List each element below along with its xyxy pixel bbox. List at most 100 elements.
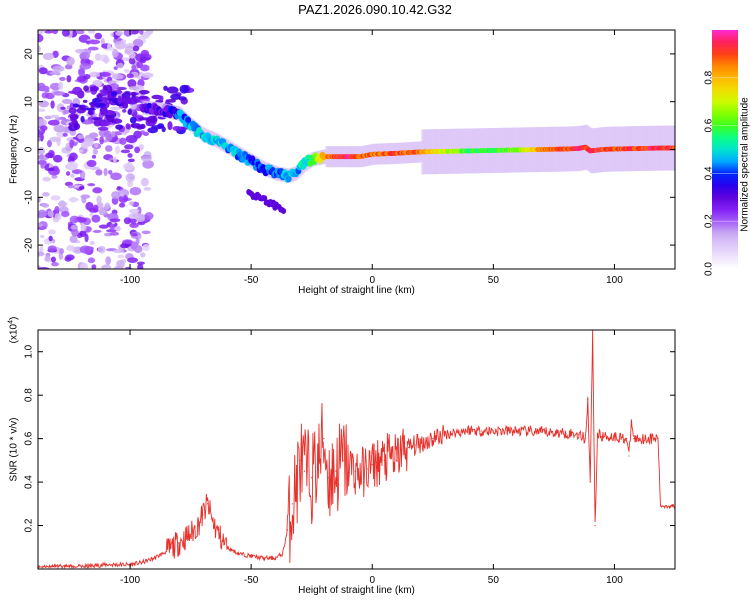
- noise-speckle: [53, 91, 66, 96]
- noise-speckle: [80, 115, 85, 123]
- snr-data-point: [400, 448, 402, 451]
- noise-speckle: [58, 116, 67, 120]
- noise-speckle: [39, 246, 44, 253]
- snr-data-point: [298, 459, 301, 461]
- x-tick-label: 100: [606, 575, 623, 586]
- noise-speckle: [42, 176, 51, 182]
- noise-speckle: [38, 108, 46, 112]
- noise-speckle: [110, 172, 122, 181]
- snr-data-point: [577, 433, 579, 435]
- noise-speckle: [97, 126, 109, 131]
- x-axis-label: Height of straight line (km): [298, 285, 415, 296]
- snr-data-point: [601, 435, 603, 438]
- noise-speckle: [71, 169, 83, 174]
- noise-speckle: [44, 30, 53, 34]
- colorbar-tick-label: 0.6: [704, 118, 715, 132]
- noise-speckle: [91, 214, 101, 223]
- noise-speckle: [143, 187, 152, 191]
- noise-speckle: [115, 30, 124, 36]
- snr-data-point: [342, 459, 344, 461]
- noise-speckle: [122, 239, 133, 245]
- x-tick-label: 50: [488, 275, 500, 286]
- noise-speckle: [106, 229, 117, 233]
- y-scale-base: (x10: [9, 323, 20, 343]
- noise-speckle: [50, 195, 61, 201]
- noise-speckle: [72, 86, 83, 96]
- noise-speckle: [110, 131, 116, 138]
- snr-data-point: [371, 464, 373, 466]
- noise-speckle: [52, 50, 59, 58]
- snr-data-point: [282, 553, 284, 555]
- noise-speckle: [73, 122, 81, 130]
- noise-speckle: [38, 251, 45, 257]
- noise-speckle: [87, 30, 96, 34]
- snr-data-point: [105, 564, 107, 566]
- y-tick-label: 0: [24, 146, 35, 152]
- noise-speckle: [128, 57, 136, 65]
- noise-speckle: [68, 197, 79, 202]
- noise-speckle: [78, 186, 85, 190]
- snr-data-point: [141, 561, 143, 564]
- noise-speckle: [107, 43, 112, 50]
- noise-speckle: [127, 257, 139, 263]
- noise-speckle: [140, 177, 149, 187]
- noise-speckle: [129, 186, 142, 196]
- noise-speckle: [44, 254, 51, 262]
- snr-data-point: [238, 553, 240, 555]
- noise-speckle: [58, 81, 64, 90]
- noise-speckle: [115, 145, 120, 155]
- colorbar-label: Normalized spectral amplitude: [740, 97, 750, 232]
- noise-speckle: [49, 114, 60, 119]
- noise-speckle: [127, 153, 133, 158]
- noise-speckle: [112, 156, 117, 163]
- colorbar-tick-label: 0.4: [704, 166, 715, 180]
- noise-speckle: [98, 120, 111, 127]
- noise-speckle: [47, 210, 54, 218]
- colorbar-tick-label: 0.0: [704, 262, 715, 276]
- snr-data-point: [335, 470, 337, 472]
- noise-speckle: [70, 224, 78, 230]
- snr-data-point: [655, 438, 657, 440]
- noise-speckle: [113, 66, 118, 70]
- noise-speckle: [83, 73, 91, 80]
- snr-data-point: [359, 472, 361, 474]
- y-axis-label: SNR (10 * v/v): [9, 418, 20, 482]
- noise-speckle: [70, 173, 75, 178]
- noise-speckle: [112, 73, 118, 80]
- noise-speckle: [69, 114, 79, 121]
- snr-data-point: [274, 557, 276, 559]
- noise-speckle: [127, 97, 138, 105]
- noise-speckle: [140, 49, 149, 57]
- noise-speckle: [136, 216, 146, 223]
- noise-speckle: [115, 124, 124, 130]
- noise-speckle: [109, 231, 120, 236]
- noise-speckle: [38, 45, 41, 53]
- noise-speckle: [80, 141, 89, 150]
- snr-data-point: [202, 514, 204, 516]
- noise-speckle: [131, 64, 137, 71]
- noise-speckle: [65, 171, 71, 176]
- y-tick-label: 0.6: [24, 431, 35, 445]
- snr-data-point: [328, 477, 330, 479]
- noise-speckle: [111, 48, 119, 58]
- noise-speckle: [116, 186, 122, 190]
- noise-speckle: [50, 256, 56, 263]
- ridge-mark: [185, 116, 192, 124]
- noise-speckle: [76, 30, 85, 35]
- snr-data-point: [383, 459, 385, 461]
- y-tick-label: 10: [24, 96, 35, 108]
- snr-data-point: [650, 438, 652, 440]
- noise-speckle: [92, 229, 102, 233]
- noise-speckle: [81, 119, 94, 125]
- noise-speckle: [104, 84, 113, 94]
- noise-speckle: [100, 97, 109, 102]
- noise-speckle: [79, 63, 92, 70]
- noise-speckle: [85, 201, 94, 211]
- noise-speckle: [39, 125, 48, 131]
- noise-speckle: [103, 167, 108, 177]
- snr-data-point: [456, 431, 458, 433]
- colorbar-tick-label: 0.2: [704, 214, 715, 228]
- snr-series-line: [38, 330, 675, 569]
- noise-speckle: [39, 234, 45, 239]
